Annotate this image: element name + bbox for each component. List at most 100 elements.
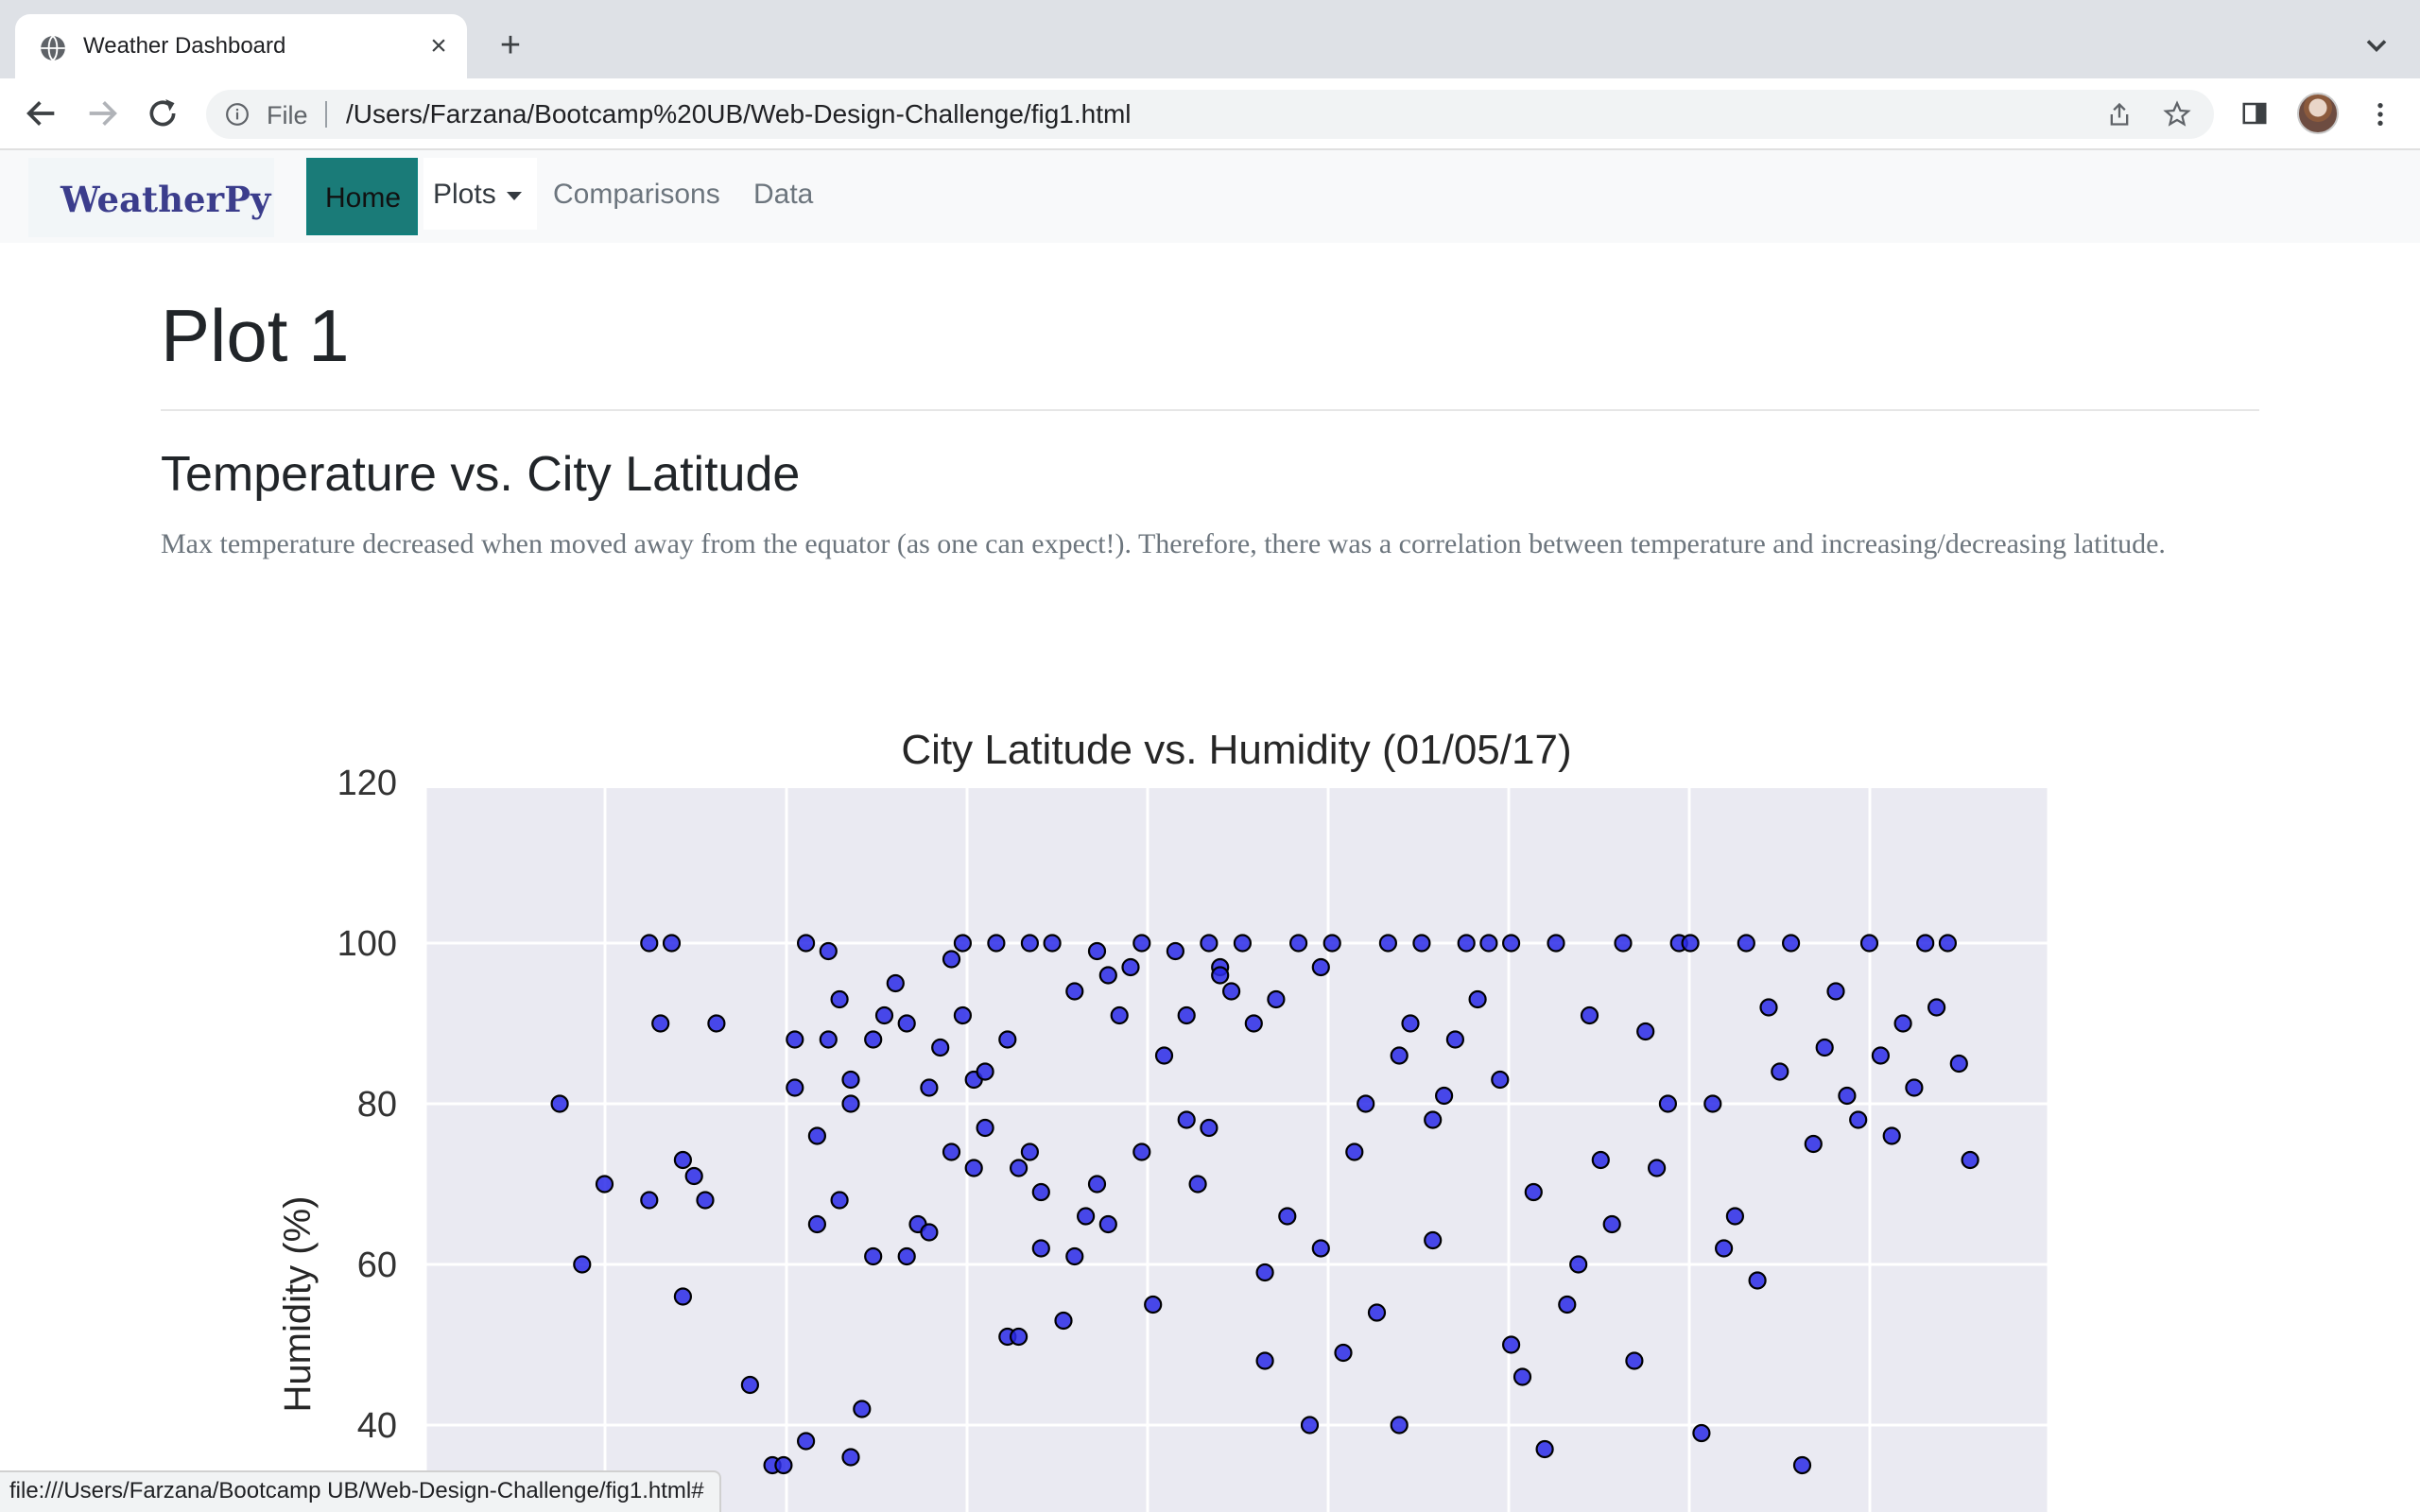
site-info-icon[interactable] <box>225 102 250 127</box>
scatter-point <box>1390 1416 1409 1435</box>
scatter-point <box>640 1191 659 1210</box>
browser-tab-strip: Weather Dashboard × + <box>0 0 2420 78</box>
scatter-point <box>673 1150 693 1170</box>
scatter-point <box>1390 1046 1409 1065</box>
scatter-point <box>1054 1311 1073 1331</box>
scatter-point <box>830 1191 849 1210</box>
scatter-point <box>1098 1214 1117 1234</box>
scatter-point <box>740 1375 760 1395</box>
scatter-point <box>1647 1159 1667 1177</box>
scatter-point <box>573 1255 592 1274</box>
scatter-point <box>886 973 905 993</box>
tab-search-chevron-icon[interactable] <box>2360 28 2394 62</box>
scatter-point <box>942 950 961 969</box>
scatter-point <box>864 1246 883 1266</box>
close-tab-icon[interactable]: × <box>430 30 447 61</box>
scatter-point <box>1614 934 1633 953</box>
scatter-point <box>1703 1094 1722 1113</box>
scatter-point <box>841 1094 860 1113</box>
reload-icon[interactable] <box>144 94 182 132</box>
scatter-point <box>1401 1014 1420 1033</box>
scatter-point <box>1949 1054 1968 1074</box>
scatter-point <box>1233 934 1253 953</box>
address-bar[interactable]: File /Users/Farzana/Bootcamp%20UB/Web-De… <box>206 90 2214 139</box>
scatter-point <box>920 1078 939 1097</box>
more-menu-icon[interactable] <box>2365 97 2395 131</box>
scatter-point <box>1501 934 1521 953</box>
scatter-point <box>1334 1343 1353 1363</box>
bookmark-star-icon[interactable] <box>2163 100 2191 129</box>
scatter-point <box>550 1094 569 1113</box>
scatter-point <box>1065 1246 1084 1266</box>
scatter-point <box>897 1014 916 1033</box>
scatter-point <box>819 941 838 961</box>
scatter-point <box>1244 1014 1263 1033</box>
nav-comparisons-link[interactable]: Comparisons <box>553 179 720 210</box>
scatter-point <box>1871 1046 1891 1065</box>
scatter-point <box>953 1005 973 1025</box>
scatter-point <box>1725 1207 1745 1226</box>
y-tick-label: 60 <box>357 1246 397 1285</box>
scatter-point <box>942 1143 961 1161</box>
scatter-point <box>819 1030 838 1049</box>
nav-home-link[interactable]: Home <box>306 158 418 235</box>
back-arrow-icon[interactable] <box>23 94 60 132</box>
scatter-point <box>864 1030 883 1049</box>
scatter-point <box>1916 934 1935 953</box>
y-tick-label: 100 <box>337 924 397 964</box>
scatter-point <box>807 1126 827 1145</box>
site-navbar: WeatherPy Home Plots Comparisons Data <box>0 150 2420 243</box>
scatter-point <box>796 1432 816 1451</box>
y-tick-label: 80 <box>357 1085 397 1125</box>
nav-data-link[interactable]: Data <box>753 179 814 210</box>
scatter-point <box>1166 941 1185 961</box>
scatter-point <box>662 934 682 953</box>
scatter-point <box>595 1175 614 1194</box>
scatter-point <box>1558 1295 1577 1314</box>
url-text[interactable]: /Users/Farzana/Bootcamp%20UB/Web-Design-… <box>346 99 1132 129</box>
nav-plots-dropdown[interactable]: Plots <box>424 158 537 230</box>
scatter-point <box>774 1455 793 1475</box>
scatter-point <box>1177 1110 1196 1129</box>
scatter-point <box>1009 1327 1028 1347</box>
scatter-point <box>1961 1150 1979 1170</box>
scatter-point <box>1838 1086 1857 1106</box>
scatter-point <box>673 1287 693 1306</box>
url-scheme-label: File <box>267 101 308 129</box>
scatter-point <box>976 1062 994 1081</box>
new-tab-icon[interactable]: + <box>499 26 522 65</box>
side-panel-icon[interactable] <box>2240 99 2269 128</box>
scatter-point <box>1524 1182 1543 1202</box>
scatter-point <box>1849 1110 1868 1129</box>
status-bubble: file:///Users/Farzana/Bootcamp UB/Web-De… <box>0 1470 721 1512</box>
profile-avatar[interactable] <box>2297 93 2339 134</box>
divider <box>161 409 2259 411</box>
scatter-point <box>1468 989 1487 1009</box>
scatter-point <box>931 1038 950 1057</box>
scatter-point <box>1200 1118 1219 1138</box>
scatter-point <box>830 989 849 1009</box>
scatter-point <box>1781 934 1801 953</box>
scatter-point <box>1771 1062 1789 1081</box>
scatter-point <box>1278 1207 1297 1226</box>
brand-logo[interactable]: WeatherPy <box>28 158 274 237</box>
share-icon[interactable] <box>2106 101 2133 128</box>
scatter-point <box>1121 957 1140 977</box>
scatter-point <box>853 1400 872 1418</box>
scatter-point <box>1345 1143 1364 1161</box>
scatter-point <box>1759 998 1778 1017</box>
scatter-point <box>1859 934 1879 953</box>
scatter-point <box>1043 934 1062 953</box>
browser-tab[interactable]: Weather Dashboard × <box>15 14 467 78</box>
forward-arrow-icon[interactable] <box>83 94 121 132</box>
scatter-point <box>1031 1239 1050 1258</box>
scatter-point <box>1501 1335 1521 1354</box>
browser-toolbar: File /Users/Farzana/Bootcamp%20UB/Web-De… <box>0 78 2420 150</box>
scatter-point <box>1815 1038 1834 1057</box>
scatter-point <box>1020 934 1040 953</box>
scatter-point <box>1457 934 1476 953</box>
scatter-point <box>1009 1159 1028 1177</box>
scatter-point <box>1424 1230 1443 1250</box>
scatter-point <box>651 1014 670 1033</box>
scatter-point <box>1714 1239 1734 1258</box>
